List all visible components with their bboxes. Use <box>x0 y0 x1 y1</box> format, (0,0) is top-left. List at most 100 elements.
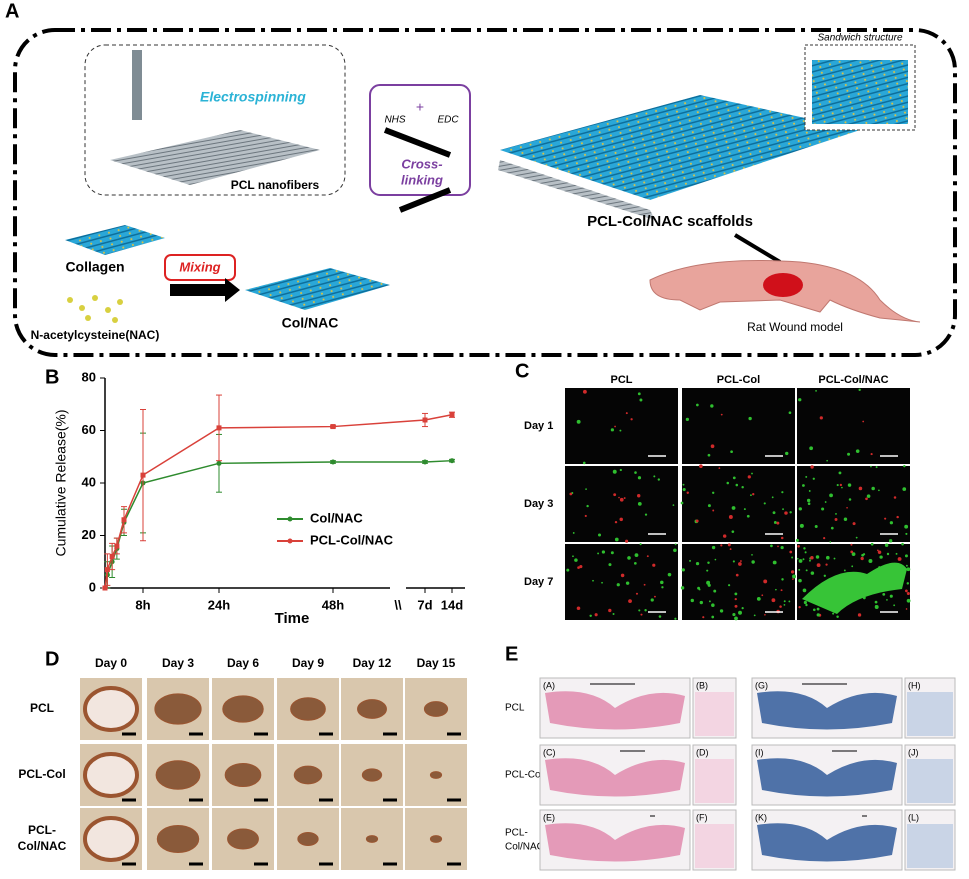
cell-dot <box>695 519 699 523</box>
cell-dot <box>706 580 711 585</box>
cell-dot <box>789 550 793 554</box>
cell-dot <box>752 493 755 496</box>
row-label: PCL- <box>28 823 56 837</box>
panel-d: Day 0 Day 3 Day 6 Day 9 Day 12 Day 15PCLPCL-C… <box>18 656 467 870</box>
cell-dot <box>741 607 744 610</box>
cell-dot <box>685 417 690 421</box>
cell-dot <box>772 511 776 515</box>
cell-dot <box>823 537 826 540</box>
micrograph <box>565 544 678 620</box>
axis-break: \\ <box>394 597 402 612</box>
cell-dot <box>569 492 573 496</box>
cell-dot <box>843 569 846 572</box>
cell-dot <box>897 557 902 561</box>
cell-dot <box>798 507 802 511</box>
label: EDC <box>437 115 459 126</box>
x-tick-label: 24h <box>208 597 230 612</box>
marker <box>216 460 222 466</box>
cell-dot <box>862 420 865 423</box>
cell-dot <box>699 600 704 605</box>
cell-dot <box>682 488 686 492</box>
marker <box>449 412 455 418</box>
row-label: Day 3 <box>524 498 553 510</box>
cell-dot <box>699 464 703 469</box>
cell-dot <box>566 568 570 572</box>
cell-dot <box>707 504 711 508</box>
wound <box>222 695 264 723</box>
cell-dot <box>628 599 632 604</box>
syringe <box>132 50 142 120</box>
cell-dot <box>601 550 606 554</box>
panel-label: D <box>45 648 59 670</box>
cell-dot <box>640 613 643 616</box>
cell-dot <box>732 560 735 563</box>
cell-dot <box>865 497 868 501</box>
cell-dot <box>751 560 755 564</box>
panel-e: PCL (A) (B) (G) (H) PCL-Col (C) (D) (I) (J) PCL- Co… <box>505 677 956 871</box>
cell-dot <box>633 562 637 565</box>
cell-dot <box>585 488 587 490</box>
row-label: PCL <box>505 703 525 714</box>
y-tick-label: 20 <box>82 527 96 542</box>
cell-dot <box>712 509 715 512</box>
column-header: Day 9 <box>292 656 324 670</box>
marker <box>121 517 127 523</box>
axis-title: Time <box>275 610 310 627</box>
cell-dot <box>886 552 890 556</box>
image-label: (G) <box>755 680 768 690</box>
cell-dot <box>779 605 782 608</box>
cell-dot <box>638 609 641 612</box>
cell-dot <box>726 481 730 485</box>
cell-dot <box>720 413 723 416</box>
cell-dot <box>576 419 581 424</box>
cell-dot <box>775 588 777 591</box>
tissue <box>545 691 685 730</box>
cell-dot <box>834 518 838 521</box>
row-label: PCL-Col <box>505 770 543 781</box>
cell-dot <box>895 552 898 555</box>
label: Mixing <box>179 259 220 274</box>
cell-dot <box>785 451 789 456</box>
cell-dot <box>735 483 739 487</box>
wound <box>763 273 803 297</box>
cell-dot <box>802 484 805 487</box>
cell-dot <box>780 536 784 540</box>
row-label: PCL- <box>505 828 528 839</box>
row-label: PCL <box>30 701 54 715</box>
cell-dot <box>858 486 863 491</box>
cell-dot <box>608 563 612 567</box>
cell-dot <box>870 542 874 546</box>
micrograph <box>565 466 678 542</box>
cell-dot <box>719 609 724 613</box>
cell-dot <box>846 506 848 509</box>
cell-dot <box>614 520 618 524</box>
cell-dot <box>586 504 589 508</box>
cell-dot <box>761 594 764 597</box>
row-label: Day 7 <box>524 576 553 588</box>
cell-dot <box>784 511 788 515</box>
cell-dot <box>616 583 620 587</box>
legend-label: Col/NAC <box>310 510 363 525</box>
cell-dot <box>576 606 581 611</box>
panel-label: B <box>45 366 59 388</box>
cell-dot <box>836 615 839 619</box>
cell-dot <box>812 608 816 612</box>
cell-dot <box>657 478 661 481</box>
cell-dot <box>674 617 677 620</box>
cell-dot <box>681 568 685 572</box>
cell-dot <box>868 558 873 563</box>
cell-dot <box>594 613 598 617</box>
cell-dot <box>625 581 630 585</box>
cell-dot <box>639 543 642 546</box>
image-label: (F) <box>696 812 708 822</box>
cell-dot <box>851 565 854 568</box>
cell-dot <box>888 539 893 543</box>
cell-dot <box>833 557 836 560</box>
micrograph <box>797 388 910 464</box>
marker <box>422 417 428 423</box>
wound <box>429 771 443 779</box>
y-tick-label: 0 <box>89 579 96 594</box>
image-label: (C) <box>543 747 556 757</box>
cell-dot <box>905 564 908 567</box>
